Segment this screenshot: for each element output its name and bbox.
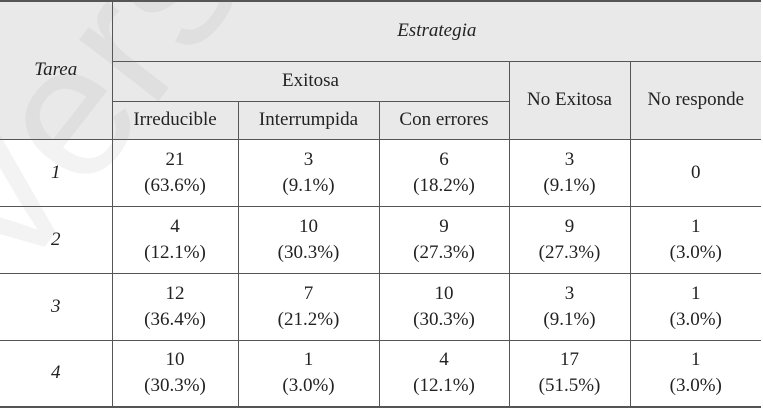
cell-percentage: (36.4%) [144,308,206,330]
header-no-responde: No responde [629,60,762,140]
cell-percentage: (12.1%) [413,375,475,397]
cell-count: 4 [439,349,449,371]
cell-no-exitosa: 17 (51.5%) [508,339,631,408]
row-label-tarea: 3 [0,272,113,341]
cell-percentage: (30.3%) [413,308,475,330]
cell-percentage: (3.0%) [669,375,722,397]
header-exitosa: Exitosa [112,60,510,102]
header-con-errores: Con errores [378,100,509,140]
cell-no-exitosa: 9 (27.3%) [508,205,631,274]
cell-no-responde: 1 (3.0%) [629,205,762,274]
table-row: 4 10 (30.3%) 1 (3.0%) 4 (12.1%) 17 (51.5%) 1 (3.0%… [0,339,762,408]
cell-count: 1 [303,349,314,371]
cell-no-responde: 1 (3.0%) [629,339,762,408]
cell-interrumpida: 3 (9.1%) [237,138,380,207]
cell-no-exitosa: 3 (9.1%) [508,272,631,341]
table-row: 3 12 (36.4%) 7 (21.2%) 10 (30.3%) 3 (9.1%) 1 (3.0%… [0,272,762,341]
cell-irreducible: 21 (63.6%) [111,138,239,207]
table-body: 1 21 (63.6%) 3 (9.1%) 6 (18.2%) 3 (9.1%) 0 2 4 (12.1… [0,138,762,408]
header-estrategia: Estrategia [111,0,762,62]
cell-count: 17 [560,349,579,371]
cell-percentage: (3.0%) [669,241,722,263]
header-row-2: Exitosa No Exitosa No responde [0,60,762,140]
cell-percentage: (27.3%) [538,241,601,263]
cell-percentage: (63.6%) [144,174,206,196]
cell-count: 1 [691,282,701,304]
table-row: 1 21 (63.6%) 3 (9.1%) 6 (18.2%) 3 (9.1%) 0 [0,138,762,207]
cell-con-errores: 9 (27.3%) [378,205,510,274]
row-label-tarea: 4 [0,339,113,408]
cell-percentage: (30.3%) [144,375,206,397]
cell-percentage: (9.1%) [543,174,596,196]
cell-percentage: (9.1%) [282,174,335,196]
row-label-tarea: 1 [0,138,113,207]
cell-percentage: (30.3%) [277,241,340,263]
cell-irreducible: 4 (12.1%) [111,205,239,274]
cell-count: 3 [303,148,314,170]
cell-interrumpida: 7 (21.2%) [237,272,380,341]
cell-interrumpida: 10 (30.3%) [237,205,380,274]
cell-con-errores: 4 (12.1%) [378,339,510,408]
table-header: Tarea Estrategia Exitosa No Exitosa No r… [0,0,762,140]
cell-count: 1 [691,215,701,237]
cell-percentage: (18.2%) [413,174,475,196]
cell-percentage: (27.3%) [413,241,475,263]
cell-count: 9 [564,215,575,237]
header-row-1: Tarea Estrategia [0,0,762,140]
cell-count: 9 [439,215,449,237]
cell-count: 1 [691,349,701,371]
cell-count: 3 [564,148,575,170]
cell-percentage: (3.0%) [669,308,722,330]
cell-percentage: (9.1%) [543,308,596,330]
cell-con-errores: 10 (30.3%) [378,272,510,341]
cell-count: 4 [170,215,180,237]
cell-con-errores: 6 (18.2%) [378,138,510,207]
row-label-tarea: 2 [0,205,113,274]
cell-count: 0 [691,161,701,183]
cell-percentage: (51.5%) [538,375,601,397]
header-tarea: Tarea [0,0,113,140]
cell-count: 21 [165,148,185,170]
header-interrumpida: Interrumpida [237,100,380,140]
header-irreducible: Irreducible [112,100,239,140]
cell-irreducible: 10 (30.3%) [111,339,239,408]
header-no-exitosa: No Exitosa [508,60,631,140]
cell-percentage: (3.0%) [282,375,335,397]
cell-count: 10 [165,349,185,371]
cell-count: 10 [299,215,318,237]
cell-no-exitosa: 3 (9.1%) [508,138,631,207]
cell-irreducible: 12 (36.4%) [111,272,239,341]
cell-count: 6 [439,148,449,170]
cell-count: 7 [303,282,314,304]
cell-percentage: (21.2%) [277,308,340,330]
table-row: 2 4 (12.1%) 10 (30.3%) 9 (27.3%) 9 (27.3%) 1 (3.0%… [0,205,762,274]
cell-percentage: (12.1%) [144,241,206,263]
cell-no-responde: 1 (3.0%) [629,272,762,341]
cell-count: 3 [564,282,575,304]
cell-count: 10 [434,282,454,304]
cell-count: 12 [165,282,185,304]
cell-no-responde: 0 [629,138,762,207]
cell-interrumpida: 1 (3.0%) [237,339,380,408]
